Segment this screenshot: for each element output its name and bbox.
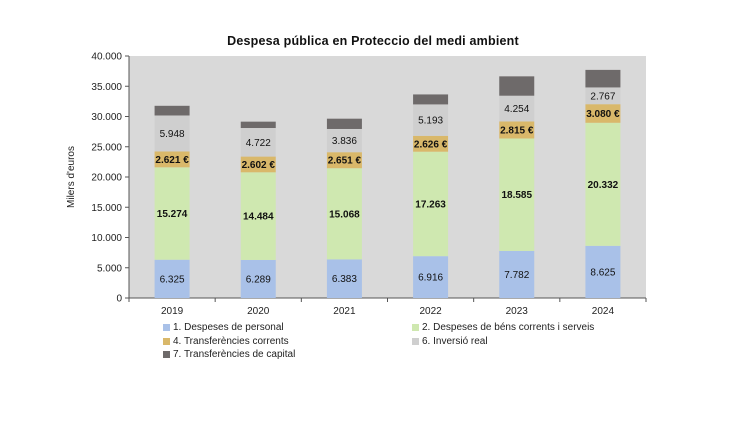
data-label: 14.484 <box>243 212 274 223</box>
bar-segment <box>326 168 362 260</box>
data-label: 2.602 € <box>242 160 276 171</box>
bar-segment <box>154 105 190 116</box>
legend-swatch-inversio-real <box>412 338 419 345</box>
data-label: 20.332 <box>588 180 619 191</box>
chart-title: Despesa pública en Proteccio del medi am… <box>227 34 519 48</box>
bar-segment <box>240 259 276 298</box>
x-tick-label: 2019 <box>161 306 184 317</box>
y-tick-label: 10.000 <box>91 233 122 244</box>
data-label: 15.068 <box>329 209 360 220</box>
bar-segment <box>154 151 190 168</box>
bar-segment <box>499 95 535 122</box>
y-tick-label: 25.000 <box>91 142 122 153</box>
legend-item-transferencies-capital: 7. Transferències de capital <box>163 349 295 360</box>
y-tick-label: 40.000 <box>91 52 122 63</box>
bar-segment <box>585 87 621 105</box>
x-tick-label: 2024 <box>592 306 615 317</box>
bar-segment <box>413 151 449 257</box>
data-label: 3.080 € <box>586 109 620 120</box>
bar-segment <box>585 122 621 246</box>
y-tick-label: 5.000 <box>97 263 122 274</box>
bar-segment <box>240 172 276 260</box>
data-label: 8.625 <box>590 267 615 278</box>
data-label: 6.383 <box>332 274 357 285</box>
bar-segment <box>585 245 621 298</box>
data-label: 2.815 € <box>500 125 534 136</box>
legend-swatch-bens-corrents <box>412 324 419 331</box>
data-label: 4.722 <box>246 138 271 149</box>
data-label: 2.767 <box>590 91 615 102</box>
y-tick-label: 20.000 <box>91 173 122 184</box>
data-label: 7.782 <box>504 270 529 281</box>
bar-segment <box>240 121 276 129</box>
data-label: 2.626 € <box>414 139 448 150</box>
x-tick-label: 2020 <box>247 306 270 317</box>
legend-swatch-transferencies-capital <box>163 351 170 358</box>
x-tick-label: 2022 <box>419 306 442 317</box>
legend-swatch-transferencies-corrents <box>163 338 170 345</box>
bar-segment <box>499 121 535 139</box>
data-label: 6.325 <box>160 274 185 285</box>
legend-item-inversio-real: 6. Inversió real <box>412 336 488 347</box>
bar-segment <box>413 104 449 136</box>
bar-segment <box>240 156 276 173</box>
legend-swatch-personal <box>163 324 170 331</box>
y-tick-label: 35.000 <box>91 82 122 93</box>
data-label: 15.274 <box>157 209 188 220</box>
data-label: 5.948 <box>160 129 185 140</box>
legend-label-personal: 1. Despeses de personal <box>173 322 284 333</box>
x-tick-label: 2021 <box>333 306 356 317</box>
bar-segment <box>240 128 276 157</box>
bar-segment <box>499 250 535 298</box>
x-tick-label: 2023 <box>506 306 529 317</box>
data-label: 6.289 <box>246 274 271 285</box>
bar-segment <box>413 256 449 298</box>
bar-segment <box>499 138 535 251</box>
data-label: 4.254 <box>504 104 529 115</box>
bar-segment <box>154 115 190 152</box>
data-label: 17.263 <box>415 199 446 210</box>
y-tick-label: 30.000 <box>91 112 122 123</box>
data-label: 18.585 <box>501 190 532 201</box>
y-tick-label: 0 <box>116 294 122 305</box>
y-axis-label: Milers d'euros <box>66 146 77 208</box>
plot-area <box>129 56 646 298</box>
bar-segment <box>413 94 449 105</box>
legend-label-transferencies-capital: 7. Transferències de capital <box>173 349 296 360</box>
bar-segment <box>585 104 621 123</box>
legend-item-bens-corrents: 2. Despeses de béns corrents i serveis <box>412 322 594 333</box>
y-tick-label: 15.000 <box>91 203 122 214</box>
bar-segment <box>499 76 535 96</box>
bar-segment <box>326 259 362 298</box>
bar-segment <box>413 135 449 152</box>
data-label: 3.836 <box>332 136 357 147</box>
bar-segment <box>326 118 362 129</box>
bar-segment <box>585 69 621 88</box>
bar-segment <box>154 167 190 260</box>
legend-label-bens-corrents: 2. Despeses de béns corrents i serveis <box>422 322 595 333</box>
bar-segment <box>326 152 362 169</box>
bar-segment <box>154 259 190 298</box>
bar-segment <box>326 128 362 153</box>
legend-item-transferencies-corrents: 4. Transferències corrents <box>163 336 289 347</box>
data-label: 5.193 <box>418 116 443 127</box>
data-label: 2.651 € <box>328 156 362 167</box>
data-label: 2.621 € <box>155 155 189 166</box>
data-label: 6.916 <box>418 273 443 284</box>
legend-label-inversio-real: 6. Inversió real <box>422 336 488 347</box>
legend-item-personal: 1. Despeses de personal <box>163 322 284 333</box>
legend-label-transferencies-corrents: 4. Transferències corrents <box>173 336 289 347</box>
